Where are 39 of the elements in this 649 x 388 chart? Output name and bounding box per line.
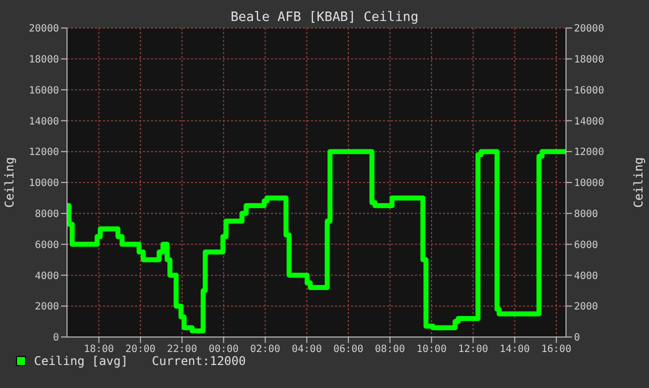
y2-tick-label: 0 bbox=[574, 332, 580, 344]
y2-tick-label: 10000 bbox=[574, 178, 604, 190]
y-tick-label: 10000 bbox=[28, 178, 59, 190]
x-tick-label: 00:00 bbox=[208, 344, 239, 356]
y-axis-title: Ceiling bbox=[2, 157, 16, 208]
y2-tick-label: 8000 bbox=[574, 208, 598, 220]
y-tick-label: 0 bbox=[52, 332, 59, 344]
y-tick-label: 16000 bbox=[28, 85, 59, 96]
x-tick-label: 20:00 bbox=[125, 344, 156, 356]
y2-tick-label: 12000 bbox=[574, 147, 604, 158]
x-tick-label: 02:00 bbox=[250, 344, 280, 356]
y-tick-label: 2000 bbox=[34, 302, 59, 313]
y2-tick-label: 18000 bbox=[574, 54, 604, 66]
legend-label: Ceiling [avg] bbox=[34, 354, 128, 368]
y-tick-label: 18000 bbox=[28, 54, 59, 66]
x-tick-label: 18:00 bbox=[84, 344, 114, 356]
y2-tick-label: 14000 bbox=[574, 116, 604, 128]
x-tick-label: 12:00 bbox=[458, 344, 488, 356]
y2-axis-title: Ceiling bbox=[631, 157, 646, 208]
y-tick-label: 6000 bbox=[34, 240, 59, 251]
text: Current:12000 bbox=[152, 354, 246, 368]
x-tick-label: 10:00 bbox=[416, 344, 447, 356]
y-tick-label: 20000 bbox=[28, 24, 59, 35]
y-tick-label: 14000 bbox=[28, 116, 59, 128]
x-tick-label: 06:00 bbox=[333, 344, 364, 356]
y2-tick-label: 2000 bbox=[574, 302, 598, 313]
y-tick-label: 8000 bbox=[34, 208, 59, 220]
y2-tick-label: 4000 bbox=[574, 270, 598, 282]
x-tick-label: 04:00 bbox=[292, 344, 322, 356]
x-tick-label: 14:00 bbox=[500, 344, 530, 356]
y-tick-label: 4000 bbox=[34, 270, 59, 282]
y2-tick-label: 20000 bbox=[574, 24, 604, 35]
x-tick-label: 08:00 bbox=[374, 344, 406, 356]
chart-title: Beale AFB [KBAB] Ceiling bbox=[230, 10, 420, 25]
y-tick-label: 12000 bbox=[28, 147, 59, 158]
x-tick-label: 16:00 bbox=[541, 344, 572, 356]
y2-tick-label: 16000 bbox=[574, 85, 604, 96]
y2-tick-label: 6000 bbox=[574, 240, 598, 251]
x-tick-label: 22:00 bbox=[166, 344, 198, 356]
